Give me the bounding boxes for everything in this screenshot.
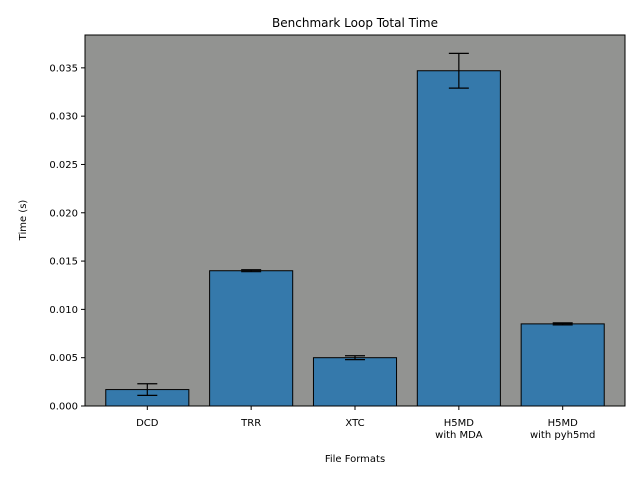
bar-2 (312, 357, 398, 407)
x-tick-label-line: with MDA (435, 430, 483, 441)
x-tick-label-line: XTC (345, 418, 364, 429)
y-tick-label-7: 0.035 (49, 63, 78, 74)
x-tick-label-line: H5MD (548, 418, 579, 429)
y-tick-label-4: 0.020 (49, 208, 78, 219)
x-tick-label-line: DCD (136, 418, 159, 429)
y-tick-label-5: 0.025 (49, 160, 78, 171)
x-tick-label-2: XTC (345, 418, 364, 429)
y-tick-label-1: 0.005 (49, 353, 78, 364)
y-tick-label-6: 0.030 (49, 112, 78, 123)
x-tick-label-1: TRR (240, 418, 261, 429)
y-tick-label-2: 0.010 (49, 305, 78, 316)
bar-4 (520, 323, 605, 407)
y-axis-label: Time (s) (18, 200, 29, 242)
bar-3 (416, 70, 501, 407)
bar-1 (209, 270, 294, 407)
bars-group (105, 70, 605, 407)
y-tick-label-0: 0.000 (49, 402, 78, 413)
x-tick-label-line: with pyh5md (530, 430, 595, 441)
y-tick-label-3: 0.015 (49, 257, 78, 268)
y-axis: 0.000 0.005 0.010 0.015 0.020 0.025 0.030 0.035 (49, 63, 85, 413)
error-bars-group (137, 52, 573, 396)
x-tick-label-3: H5MD with MDA (435, 418, 483, 441)
x-tick-label-line: H5MD (444, 418, 475, 429)
x-tick-label-line: TRR (240, 418, 261, 429)
x-axis-label: File Formats (325, 454, 385, 465)
x-tick-label-0: DCD (136, 418, 159, 429)
x-tick-label-4: H5MD with pyh5md (530, 418, 595, 441)
chart-title: Benchmark Loop Total Time (272, 16, 438, 30)
